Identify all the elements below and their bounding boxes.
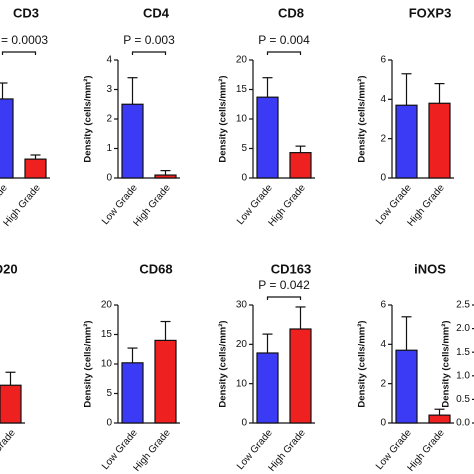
y-tick-label: 0 <box>380 173 386 184</box>
y-tick-label: 2 <box>380 133 386 144</box>
y-axis-label: Density (cells/mm²) <box>83 320 94 407</box>
significance-bracket <box>1 51 37 55</box>
bar <box>121 103 144 179</box>
y-tick-label: 4 <box>380 339 386 350</box>
y-tick-label: 10 <box>236 378 248 389</box>
y-tick-label: 20 <box>236 339 248 350</box>
y-tick-label: 10 <box>101 359 113 370</box>
y-tick-label: 30 <box>236 300 248 311</box>
panel-title: CD4 <box>143 5 170 20</box>
y-tick-label: 2.0 <box>456 323 470 334</box>
bar <box>256 96 279 179</box>
panel-title: iNOS <box>414 261 446 276</box>
error-bar <box>5 371 16 386</box>
y-tick-label: 2 <box>106 114 112 125</box>
y-tick-label: 10 <box>236 114 248 125</box>
panel-title: CD68 <box>139 261 172 276</box>
y-tick-label: 15 <box>236 84 248 95</box>
error-bar <box>127 347 138 363</box>
y-tick-label: 3 <box>106 84 112 95</box>
y-tick-label: 4 <box>380 94 386 105</box>
y-axis-label: Density (cells/mm²) <box>357 75 368 162</box>
significance-bracket <box>131 51 167 55</box>
panel-title: CD8 <box>278 5 304 20</box>
y-tick-label: 6 <box>380 55 386 66</box>
panel-title: FOXP3 <box>409 5 452 20</box>
error-bar <box>160 170 171 176</box>
y-tick-label: 1.0 <box>456 370 470 381</box>
y-axis-label: Density (cells/mm²) <box>218 75 229 162</box>
y-axis-label: Density (cells/mm²) <box>441 320 452 407</box>
y-tick-label: 1 <box>106 143 112 154</box>
y-tick-label: 20 <box>101 300 113 311</box>
y-tick-label: 20 <box>236 55 248 66</box>
bar <box>154 339 177 424</box>
x-tick-label: High Grade <box>0 427 18 474</box>
panel-title: CD20 <box>0 261 18 276</box>
y-axis-label: Density (cells/mm²) <box>218 320 229 407</box>
panel-title: CD163 <box>271 261 311 276</box>
bar <box>24 158 47 179</box>
bar <box>0 384 22 424</box>
bar <box>428 414 451 424</box>
significance-bracket <box>266 296 302 300</box>
bar <box>289 328 312 424</box>
y-tick-label: 6 <box>380 300 386 311</box>
error-bar <box>295 306 306 329</box>
bar <box>256 352 279 424</box>
y-tick-label: 0.5 <box>456 394 470 405</box>
error-bar <box>262 333 273 353</box>
y-tick-label: 0 <box>106 173 112 184</box>
p-value: P = 0.0003 <box>0 33 48 47</box>
bar <box>154 174 177 179</box>
y-axis-label: Density (cells/mm²) <box>357 320 368 407</box>
error-bar <box>401 316 412 351</box>
error-bar <box>30 154 41 160</box>
y-tick-label: 0.0 <box>456 418 470 429</box>
y-tick-label: 4 <box>106 55 112 66</box>
error-bar <box>295 145 306 153</box>
panel-title: CD3 <box>13 5 39 20</box>
error-bar <box>434 408 445 416</box>
y-tick-label: 1.5 <box>456 347 470 358</box>
bar <box>428 102 451 179</box>
error-bar <box>434 82 445 104</box>
y-tick-label: 0 <box>241 173 247 184</box>
bar <box>395 104 418 179</box>
p-value: P = 0.003 <box>123 33 175 47</box>
error-bar <box>401 73 412 106</box>
y-tick-label: 5 <box>241 143 247 154</box>
bar <box>0 98 14 179</box>
y-tick-label: 15 <box>101 329 113 340</box>
p-value: P = 0.042 <box>258 278 310 292</box>
y-tick-label: 2 <box>380 378 386 389</box>
bar <box>395 349 418 424</box>
y-tick-label: 0 <box>380 418 386 429</box>
y-axis-label: Density (cells/mm²) <box>83 75 94 162</box>
p-value: P = 0.004 <box>258 33 310 47</box>
bar <box>121 362 144 424</box>
error-bar <box>127 77 138 105</box>
y-tick-label: 0 <box>241 418 247 429</box>
significance-bracket <box>266 51 302 55</box>
bar <box>289 152 312 179</box>
y-tick-label: 2.5 <box>456 300 470 311</box>
error-bar <box>160 320 171 341</box>
error-bar <box>0 82 8 99</box>
y-tick-label: 0 <box>106 418 112 429</box>
y-tick-label: 5 <box>106 388 112 399</box>
error-bar <box>262 77 273 98</box>
